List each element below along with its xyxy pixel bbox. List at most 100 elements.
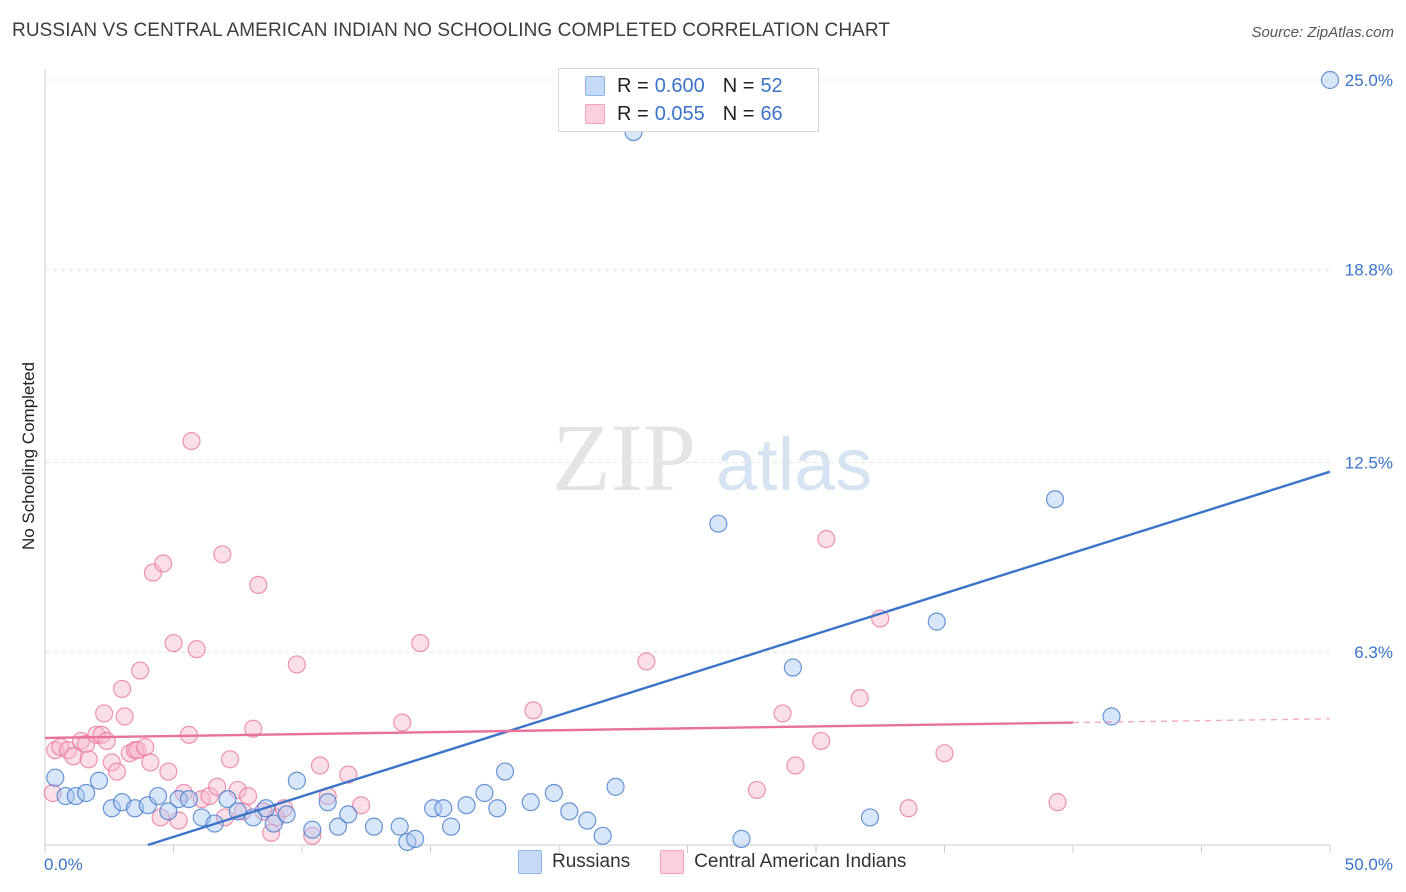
central-american-indians-point xyxy=(130,661,150,680)
russians-point xyxy=(287,771,306,790)
russians-point xyxy=(339,805,358,824)
russians-point xyxy=(783,658,802,677)
central-american-indians-point xyxy=(208,777,227,796)
russians-point xyxy=(1320,70,1340,90)
central-american-indians-point xyxy=(249,575,268,595)
central-american-indians-point xyxy=(339,765,358,784)
russians-point xyxy=(544,783,563,803)
central-american-indians-point xyxy=(899,799,918,818)
central-american-indians-point xyxy=(303,826,322,845)
russians-point xyxy=(303,820,322,839)
x-tick-label: 50.0% xyxy=(1345,855,1393,874)
legend-item-russians: Russians xyxy=(518,850,630,874)
russians-point xyxy=(578,811,597,830)
russians-point xyxy=(102,799,121,818)
central-american-indians-point xyxy=(524,701,543,720)
central-american-indians-point xyxy=(935,744,954,763)
russians-point xyxy=(218,789,237,809)
central-american-indians-point xyxy=(112,679,132,699)
central-american-indians-point xyxy=(87,725,106,744)
legend-item-central-american-indians: Central American Indians xyxy=(660,850,906,874)
central-american-indians-point xyxy=(46,741,65,760)
watermark: ZIP atlas xyxy=(552,404,872,511)
x-tick-label: 0.0% xyxy=(44,855,83,874)
russians-point xyxy=(179,789,199,809)
russians-point xyxy=(159,802,178,821)
russians-point xyxy=(169,789,188,809)
central-american-indians-swatch xyxy=(585,104,605,124)
central-american-indians-point xyxy=(287,655,306,674)
legend-n-value: 66 xyxy=(760,102,783,125)
central-american-indians-point xyxy=(817,529,836,549)
central-american-indians-point xyxy=(154,554,173,573)
russians-point xyxy=(405,829,425,848)
russians-point xyxy=(860,808,880,827)
russians-point xyxy=(277,805,296,824)
central-american-indians-point xyxy=(95,704,114,723)
central-american-indians-point xyxy=(64,747,83,766)
russians-point xyxy=(364,817,384,836)
central-american-indians-point xyxy=(169,811,188,830)
russians-point xyxy=(318,793,337,812)
russians-point xyxy=(423,799,443,818)
y-tick-label: 18.8% xyxy=(1345,261,1393,280)
central-american-indians-legend-swatch xyxy=(660,850,685,874)
russians-point xyxy=(560,802,579,821)
central-american-indians-point xyxy=(747,780,766,800)
series-legend: Russians Central American Indians xyxy=(518,850,936,874)
watermark-atlas: atlas xyxy=(716,423,872,506)
axes xyxy=(44,70,1331,853)
central-american-indians-point xyxy=(393,713,412,732)
russians-point xyxy=(46,768,65,787)
tick-labels: 6.3% 12.5% 18.8% 25.0% 0.0% 50.0% xyxy=(44,71,1393,874)
russians-point xyxy=(488,799,507,818)
chart-title: RUSSIAN VS CENTRAL AMERICAN INDIAN NO SC… xyxy=(12,20,891,41)
central-american-indians-point xyxy=(1048,793,1067,812)
central-american-indians-point xyxy=(812,731,831,751)
legend-label-russians: Russians xyxy=(552,851,631,872)
legend-label-central-american-indians: Central American Indians xyxy=(694,851,907,872)
russians-point xyxy=(457,796,476,815)
russians-point xyxy=(56,786,75,806)
trend-lines xyxy=(44,470,1331,847)
central-american-indians-point xyxy=(244,719,263,738)
russians-point xyxy=(264,814,283,833)
legend-n-label: N = xyxy=(722,74,755,97)
central-american-indians-point xyxy=(213,545,232,564)
central-american-indians-point xyxy=(159,762,178,781)
legend-n-value: 52 xyxy=(760,74,783,97)
russians-point xyxy=(475,783,494,803)
central-american-indians-point xyxy=(164,633,183,653)
russians-swatch xyxy=(585,76,605,96)
russians-point xyxy=(606,777,625,796)
central-american-indians-point xyxy=(310,756,330,775)
russians-point xyxy=(1045,490,1065,509)
central-american-indians-point xyxy=(107,762,127,781)
central-american-indians-trend-line xyxy=(44,721,1074,740)
russians-point xyxy=(593,826,612,845)
central-american-indians-point xyxy=(115,707,134,726)
russians-point xyxy=(390,817,409,836)
russians-legend-swatch xyxy=(518,850,542,874)
russians-point xyxy=(66,786,85,806)
central-american-indians-trend-extension xyxy=(1072,718,1331,724)
central-american-indians-point xyxy=(141,753,160,772)
central-american-indians-point xyxy=(220,750,240,769)
russians-point xyxy=(709,514,728,533)
central-american-indians-point xyxy=(228,780,247,800)
russians-point xyxy=(77,783,96,803)
central-american-indians-point xyxy=(637,652,656,671)
central-american-indians-point xyxy=(102,753,121,772)
y-tick-label: 25.0% xyxy=(1345,71,1393,90)
russians-point xyxy=(328,817,348,836)
correlation-legend: R = 0.600 N = 52 R = 0.055 N = 66 xyxy=(558,68,819,132)
central-american-indians-point xyxy=(411,633,430,653)
y-tick-label: 12.5% xyxy=(1345,454,1393,473)
russians-point xyxy=(148,786,168,806)
central-american-indians-point xyxy=(238,786,258,806)
legend-r-label: R = xyxy=(617,102,649,125)
russians-point xyxy=(434,799,453,818)
central-american-indians-point xyxy=(786,756,805,775)
legend-row-russians: R = 0.600 N = 52 xyxy=(585,73,783,99)
